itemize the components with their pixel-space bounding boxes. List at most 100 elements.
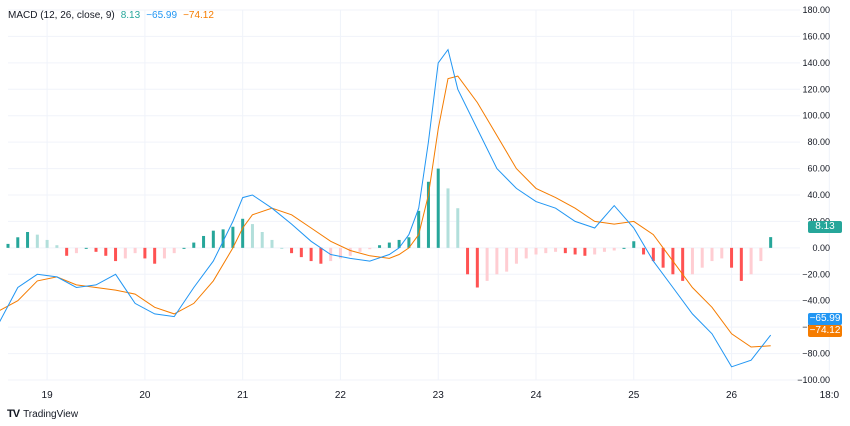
histogram-bar: [114, 247, 118, 262]
histogram-bar: [309, 247, 313, 262]
histogram-bar: [84, 247, 88, 249]
histogram-bar: [319, 247, 323, 264]
histogram-bar: [387, 242, 391, 248]
x-axis: 19 20 21 22 23 24 25 26 18:0: [42, 390, 840, 401]
x-tick-label: 21: [237, 390, 249, 401]
histogram-bar: [730, 247, 734, 268]
histogram-bar: [348, 247, 352, 256]
histogram-bar: [270, 239, 274, 248]
histogram-bar: [338, 247, 342, 259]
histogram-bar: [231, 226, 235, 248]
histogram-bar: [407, 237, 411, 248]
histogram-bar: [514, 247, 518, 264]
histogram-bar: [495, 247, 499, 275]
y-tick-label: 80.00: [807, 137, 830, 147]
signal-value: −74.12: [183, 10, 214, 21]
histogram-bar: [358, 247, 362, 252]
macd-value: −65.99: [146, 10, 178, 21]
histogram-bar: [720, 247, 724, 259]
histogram-bar: [172, 247, 176, 254]
x-tick-label: 23: [433, 390, 445, 401]
histogram-bar: [466, 247, 470, 275]
histogram-bar: [35, 234, 39, 248]
histogram-price-tag: 8.13: [808, 221, 842, 233]
histogram-bar: [211, 230, 215, 248]
histogram-bar: [602, 247, 606, 252]
histogram-bar: [593, 247, 597, 255]
tradingview-logo-icon: TV: [7, 408, 20, 420]
histogram-bar: [94, 247, 98, 252]
histogram-bar: [162, 247, 166, 259]
histogram-bar: [153, 247, 157, 264]
histogram-bar: [651, 247, 655, 262]
histogram-bar: [690, 247, 694, 275]
histogram-bar: [221, 229, 225, 248]
histogram-bar: [534, 247, 538, 255]
macd-line: [0, 48, 772, 368]
histogram-bar: [26, 232, 30, 248]
histogram-bar: [378, 245, 382, 248]
histogram-bar: [456, 208, 460, 248]
histogram-bar: [260, 232, 264, 248]
x-tick-label: 20: [139, 390, 151, 401]
histogram-bar: [622, 247, 626, 249]
histogram-bar: [133, 247, 137, 254]
histogram-bar: [563, 247, 567, 254]
x-tick-label: 19: [42, 390, 54, 401]
histogram-bar: [485, 247, 489, 281]
signal-line: [0, 75, 771, 348]
histogram-bar: [554, 247, 558, 252]
brand-name: TradingView: [23, 408, 79, 420]
histogram-bar: [65, 247, 69, 256]
histogram-bar: [749, 247, 753, 275]
x-tick-label: 18:0: [820, 390, 840, 401]
y-tick-label: 180.00: [802, 5, 830, 15]
y-tick-label: −20.00: [802, 269, 830, 279]
x-tick-label: 26: [726, 390, 738, 401]
histogram-bar: [55, 245, 59, 248]
histogram-bar: [759, 247, 763, 262]
y-tick-label: 0.00: [812, 243, 830, 253]
histogram-bar: [612, 247, 616, 251]
histogram-bar: [397, 239, 401, 248]
histogram-bar: [505, 247, 509, 272]
histogram-bar: [182, 247, 186, 249]
histogram-bar: [475, 247, 479, 288]
histogram-bar: [769, 237, 773, 248]
histogram-bar: [661, 247, 665, 268]
histogram-bar: [192, 242, 196, 248]
histogram-bar: [250, 224, 254, 248]
indicator-name: MACD (12, 26, close, 9): [8, 10, 115, 21]
histogram-bar: [74, 247, 78, 254]
histogram-bar: [446, 188, 450, 248]
y-tick-label: 60.00: [807, 164, 830, 174]
signal-price-tag: −74.12: [808, 325, 842, 337]
histogram-bar: [45, 239, 49, 248]
histogram-bar: [104, 247, 108, 256]
y-tick-label: 140.00: [802, 58, 830, 68]
histogram-bar: [436, 168, 440, 248]
histogram-bar: [16, 237, 20, 248]
histogram-bar: [739, 247, 743, 281]
y-tick-label: −40.00: [802, 296, 830, 306]
histogram-series: [6, 168, 773, 288]
histogram-bar: [700, 247, 704, 268]
brand[interactable]: TV TradingView: [7, 408, 78, 420]
histogram-bar: [681, 247, 685, 281]
histogram-bar: [417, 210, 421, 248]
y-tick-label: 100.00: [802, 111, 830, 121]
histogram-bar: [642, 247, 646, 255]
legend: MACD (12, 26, close, 9) 8.13 −65.99 −74.…: [8, 10, 214, 21]
histogram-bar: [710, 247, 714, 262]
histogram-bar: [123, 247, 127, 259]
y-tick-label: 120.00: [802, 84, 830, 94]
y-tick-label: −80.00: [802, 349, 830, 359]
histogram-bar: [280, 247, 284, 249]
histogram-bar: [241, 218, 245, 248]
histogram-bar: [368, 247, 372, 250]
histogram-bar: [299, 247, 303, 258]
histogram-bar: [426, 181, 430, 248]
histogram-bar: [583, 247, 587, 256]
histogram-bar: [143, 247, 147, 259]
